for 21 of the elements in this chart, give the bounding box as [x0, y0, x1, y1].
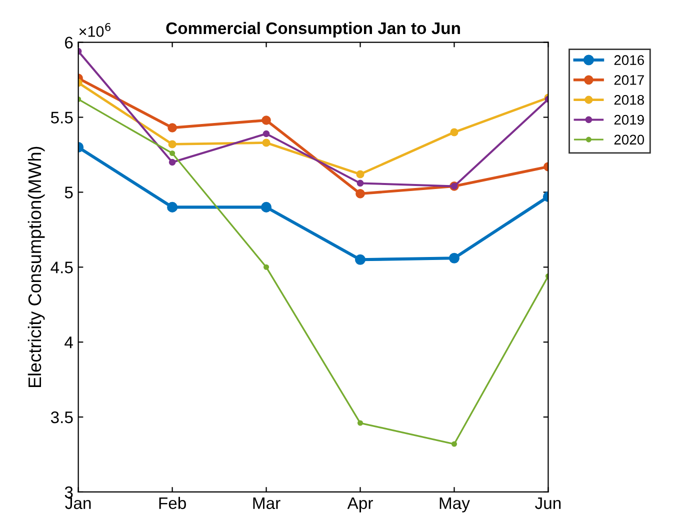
y-axis-title: Electricity Consumption(MWh): [28, 146, 45, 388]
x-tick-label: Jan: [65, 497, 91, 510]
y-tick-label: 5.5: [50, 112, 73, 124]
x-tick-label: Feb: [159, 496, 186, 510]
y-tick-label: 3: [64, 486, 73, 498]
legend-label: 2020: [614, 134, 644, 145]
y-tick-label: 3.5: [50, 411, 73, 424]
legend-label: 2016: [614, 55, 644, 66]
chart-title: Commercial Consumption Jan to Jun: [166, 22, 460, 38]
legend-label: 2018: [614, 94, 644, 105]
x-tick-label: Jun: [535, 497, 561, 510]
legend-label: 2017: [614, 75, 644, 85]
x-tick-label: May: [440, 497, 470, 512]
y-tick-label: 4: [64, 336, 73, 348]
y-tick-label: 5: [64, 186, 73, 198]
x-tick-label: Apr: [347, 497, 373, 512]
legend-label: 2019: [614, 114, 644, 125]
x-tick-label: Mar: [253, 497, 280, 510]
y-tick-label: 4.5: [50, 262, 73, 274]
y-tick-label: 6: [65, 36, 73, 49]
text: ×10$^{6}$: [79, 23, 111, 37]
